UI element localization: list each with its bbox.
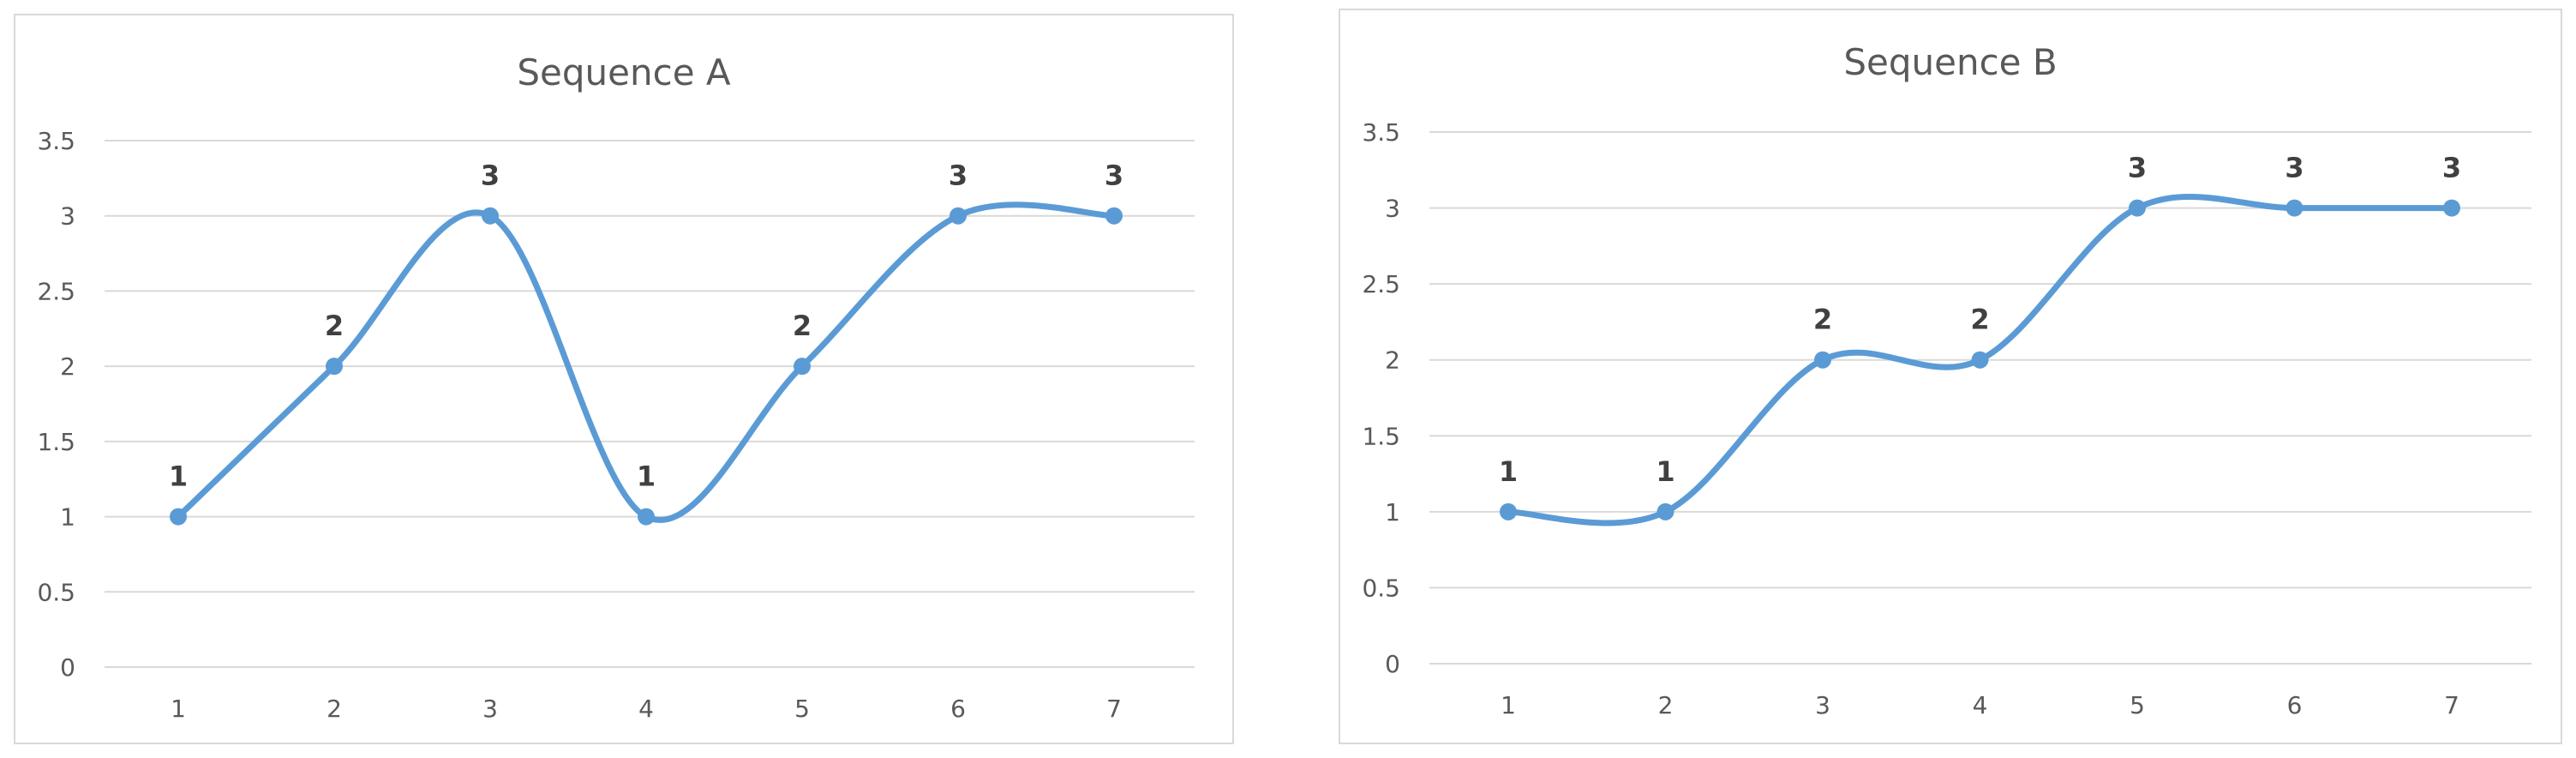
chart-panel-sequence-b: 0 0.5 1 1.5 2 2.5 3 3.5 1 2 3 4 5 6 7 1 1 2 2 3 3 3 Sequence …: [1339, 9, 2562, 744]
line-chart-sequence-a: 0 0.5 1 1.5 2 2.5 3 3.5 1 2 3 4 5 6 7 1 2 3 1 2 3 3: [37, 127, 1195, 723]
data-labels: 1 1 2 2 3 3 3: [1499, 152, 2461, 488]
x-tick-label: 7: [2444, 691, 2459, 719]
x-tick-label: 2: [326, 695, 342, 723]
y-tick-label: 3.5: [1362, 118, 1400, 147]
data-point: [2129, 199, 2146, 217]
line-chart-sequence-b: 0 0.5 1 1.5 2 2.5 3 3.5 1 2 3 4 5 6 7 1 1 2 2 3 3 3: [1362, 118, 2531, 719]
data-point: [2443, 199, 2460, 217]
gridlines: [1429, 131, 2531, 665]
data-points: [1500, 199, 2460, 520]
x-tick-label: 3: [482, 695, 498, 723]
data-label: 1: [1499, 455, 1518, 488]
y-tick-label: 0.5: [37, 578, 75, 606]
data-label: 3: [2285, 152, 2303, 184]
y-tick-label: 0.5: [1362, 574, 1400, 602]
y-tick-label: 0: [60, 653, 75, 682]
data-label: 3: [2442, 152, 2461, 184]
y-tick-label: 1: [60, 503, 75, 532]
y-tick-label: 2: [1385, 346, 1400, 375]
data-label: 3: [1105, 159, 1123, 192]
y-tick-label: 2: [60, 352, 75, 381]
x-tick-label: 3: [1815, 691, 1830, 719]
x-tick-label: 7: [1106, 695, 1122, 723]
x-axis-ticks: 1 2 3 4 5 6 7: [171, 695, 1122, 723]
y-axis-ticks: 0 0.5 1 1.5 2 2.5 3 3.5: [1362, 118, 1400, 678]
y-tick-label: 2.5: [37, 277, 75, 305]
data-label: 2: [1813, 304, 1832, 336]
data-point: [326, 358, 343, 376]
chart-panel-sequence-a: 0 0.5 1 1.5 2 2.5 3 3.5 1 2 3 4 5 6 7 1 2 3 1 2 3 3 Sequence …: [14, 14, 1234, 744]
data-labels: 1 2 3 1 2 3 3: [169, 159, 1123, 493]
y-tick-label: 1.5: [37, 428, 75, 456]
x-tick-label: 4: [1973, 691, 1988, 719]
y-tick-label: 1.5: [1362, 422, 1400, 450]
data-point: [1971, 351, 1989, 369]
x-tick-label: 1: [1501, 691, 1516, 719]
data-label: 3: [481, 159, 500, 192]
data-point: [1105, 207, 1123, 225]
data-point: [1656, 502, 1674, 520]
data-point: [1814, 351, 1831, 369]
data-point: [638, 508, 655, 526]
data-label: 2: [1970, 304, 1989, 336]
data-points: [170, 207, 1123, 526]
x-tick-label: 6: [950, 695, 966, 723]
chart-title: Sequence A: [517, 51, 731, 93]
data-label: 3: [949, 159, 967, 192]
data-label: 2: [793, 310, 812, 342]
data-label: 2: [325, 310, 344, 342]
data-point: [950, 207, 967, 225]
x-tick-label: 5: [2130, 691, 2145, 719]
y-tick-label: 1: [1385, 498, 1400, 526]
x-tick-label: 6: [2287, 691, 2303, 719]
data-label: 1: [1656, 455, 1674, 488]
data-label: 1: [169, 460, 188, 493]
x-tick-label: 1: [171, 695, 186, 723]
x-axis-ticks: 1 2 3 4 5 6 7: [1501, 691, 2459, 719]
data-label: 3: [2128, 152, 2147, 184]
data-point: [794, 358, 811, 376]
data-point: [1500, 502, 1517, 520]
data-point: [170, 508, 187, 526]
gridlines: [105, 140, 1195, 668]
x-tick-label: 4: [638, 695, 654, 723]
data-point: [482, 207, 499, 225]
y-tick-label: 3: [60, 202, 75, 231]
data-label: 1: [637, 460, 656, 493]
y-tick-label: 0: [1385, 650, 1400, 678]
y-tick-label: 3.5: [37, 127, 75, 155]
data-point: [2285, 199, 2303, 217]
x-tick-label: 5: [794, 695, 810, 723]
y-axis-ticks: 0 0.5 1 1.5 2 2.5 3 3.5: [37, 127, 75, 682]
y-tick-label: 3: [1385, 195, 1400, 223]
chart-title: Sequence B: [1843, 41, 2058, 83]
x-tick-label: 2: [1658, 691, 1674, 719]
y-tick-label: 2.5: [1362, 270, 1400, 298]
